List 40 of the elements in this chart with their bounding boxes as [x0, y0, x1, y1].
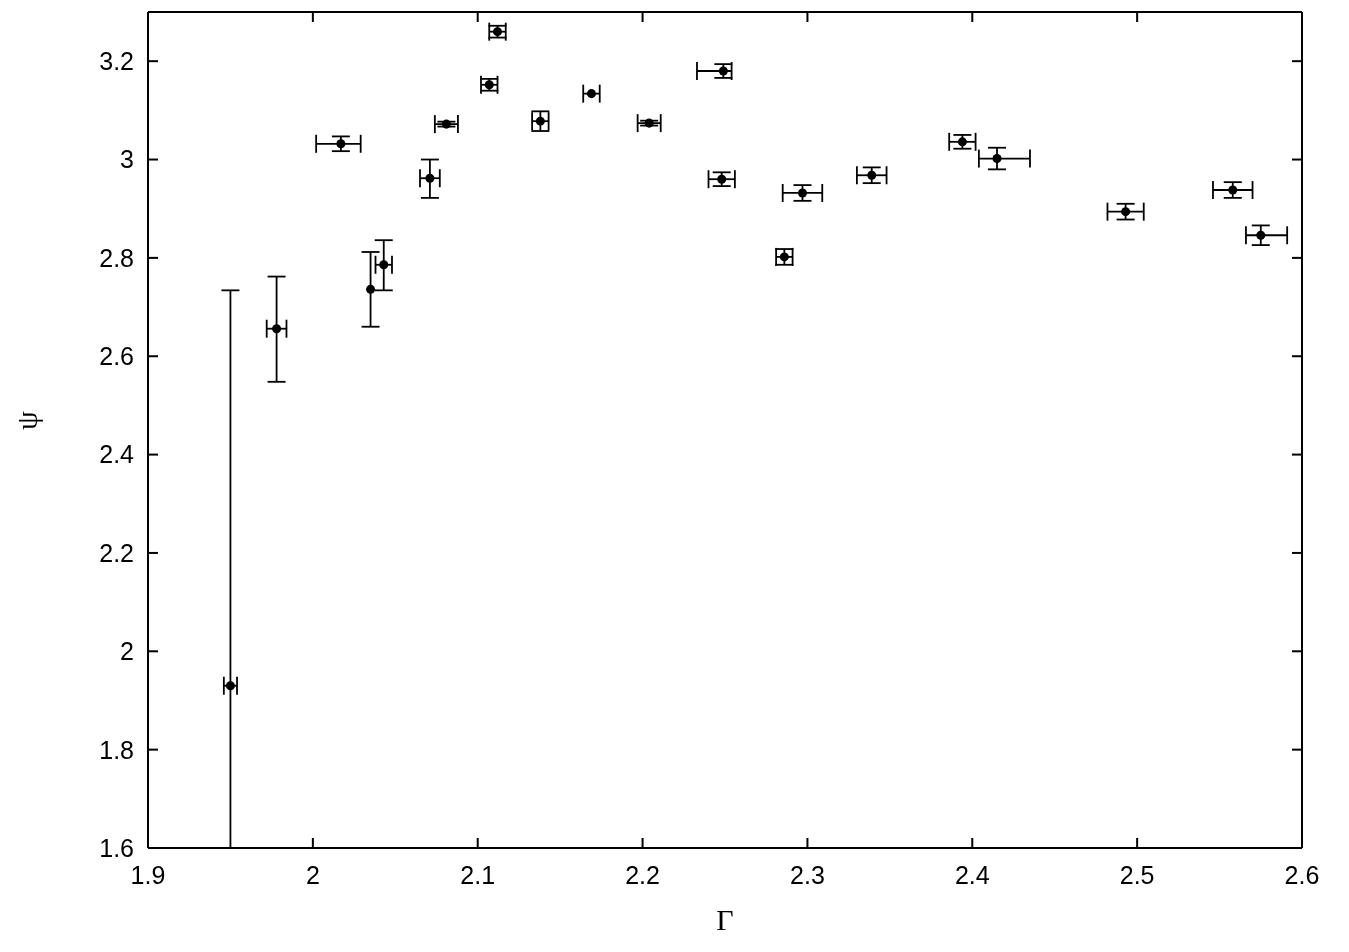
- point: [644, 118, 654, 128]
- x-tick-label: 2.4: [954, 860, 990, 889]
- y-tick-label: 3.2: [99, 47, 134, 76]
- point: [992, 154, 1002, 164]
- point: [797, 188, 807, 198]
- y-tick-label: 2.2: [99, 538, 134, 567]
- point: [867, 170, 877, 180]
- point: [379, 260, 389, 270]
- point: [1228, 185, 1238, 195]
- point: [535, 116, 545, 126]
- y-tick-label: 2: [120, 637, 134, 666]
- point: [1256, 230, 1266, 240]
- point: [718, 66, 728, 76]
- x-tick-label: 2.1: [460, 860, 496, 889]
- point: [1121, 207, 1131, 217]
- point: [484, 80, 494, 90]
- point: [586, 89, 596, 99]
- y-tick-label: 3: [120, 145, 134, 174]
- point: [336, 139, 346, 149]
- y-tick-label: 1.6: [99, 833, 134, 862]
- x-tick-label: 2: [305, 860, 320, 889]
- x-axis-title: Γ: [716, 903, 734, 936]
- y-tick-label: 1.8: [99, 735, 134, 764]
- point: [225, 681, 235, 691]
- x-tick-label: 1.9: [130, 860, 166, 889]
- x-tick-label: 2.2: [625, 860, 660, 889]
- y-axis-title: ψ: [9, 411, 43, 430]
- point: [441, 119, 451, 129]
- x-tick-label: 2.5: [1119, 860, 1155, 889]
- point: [425, 173, 435, 183]
- point: [957, 137, 967, 147]
- point: [366, 284, 376, 294]
- y-tick-label: 2.8: [99, 243, 134, 272]
- y-tick-label: 2.4: [99, 440, 135, 469]
- y-tick-label: 2.6: [99, 342, 134, 371]
- point: [492, 27, 503, 37]
- x-tick-label: 2.6: [1284, 860, 1320, 889]
- x-tick-label: 2.3: [790, 860, 825, 889]
- point: [717, 174, 727, 184]
- point: [272, 324, 282, 334]
